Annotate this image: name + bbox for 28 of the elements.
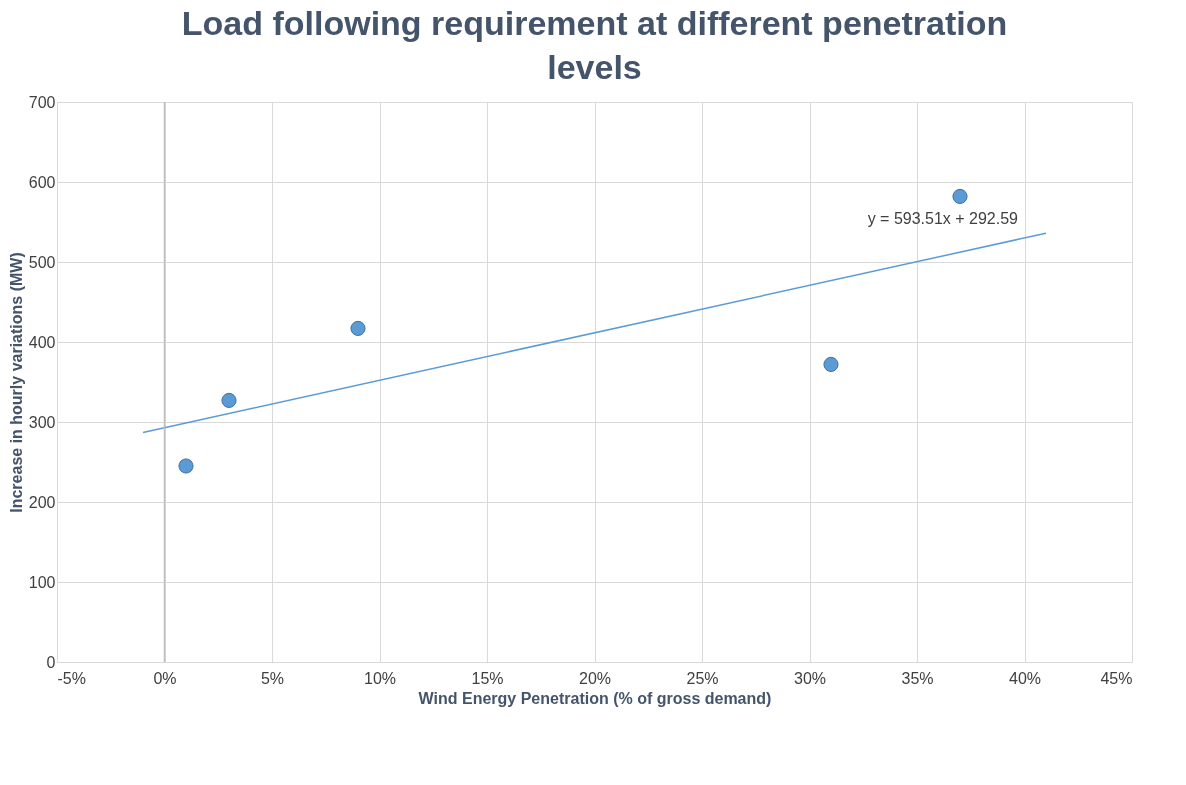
x-tick-label: 0% [153,669,177,687]
point [823,356,839,372]
y-tick-label: 400 [28,333,56,351]
x-tick-label: 5% [260,669,285,687]
y-tick-label: 300 [28,413,56,431]
point [221,392,237,408]
chart-title: Load following requirement at different penetration levels [181,4,1008,86]
y-tick-label: 200 [28,493,56,511]
point [350,320,366,336]
x-tick-label: 15% [471,669,504,687]
y-tick-label: 0 [46,653,56,671]
point [952,188,968,204]
x-tick-label: 45% [1100,669,1133,687]
y-tick-label: 700 [28,93,56,111]
x-tick-label: -5% [57,669,86,687]
x-tick-label: 10% [363,669,397,687]
y-tick-label: 600 [28,173,56,191]
x-tick-label: 40% [1008,669,1042,687]
annotation: y = 593.51x + 292.59 [867,210,1019,228]
x-axis-title: Wind Energy Penetration (% of gross demand) [418,689,772,707]
x-tick-label: 25% [686,669,719,687]
x-tick-label: 30% [793,669,827,687]
y-axis-title: Increase in hourly variations (MW) [7,252,25,513]
x-tick-label: 35% [901,669,934,687]
y-tick-label: 100 [28,573,56,591]
x-tick-label: 20% [578,669,612,687]
point [178,458,194,474]
y-tick-label: 500 [28,253,56,271]
